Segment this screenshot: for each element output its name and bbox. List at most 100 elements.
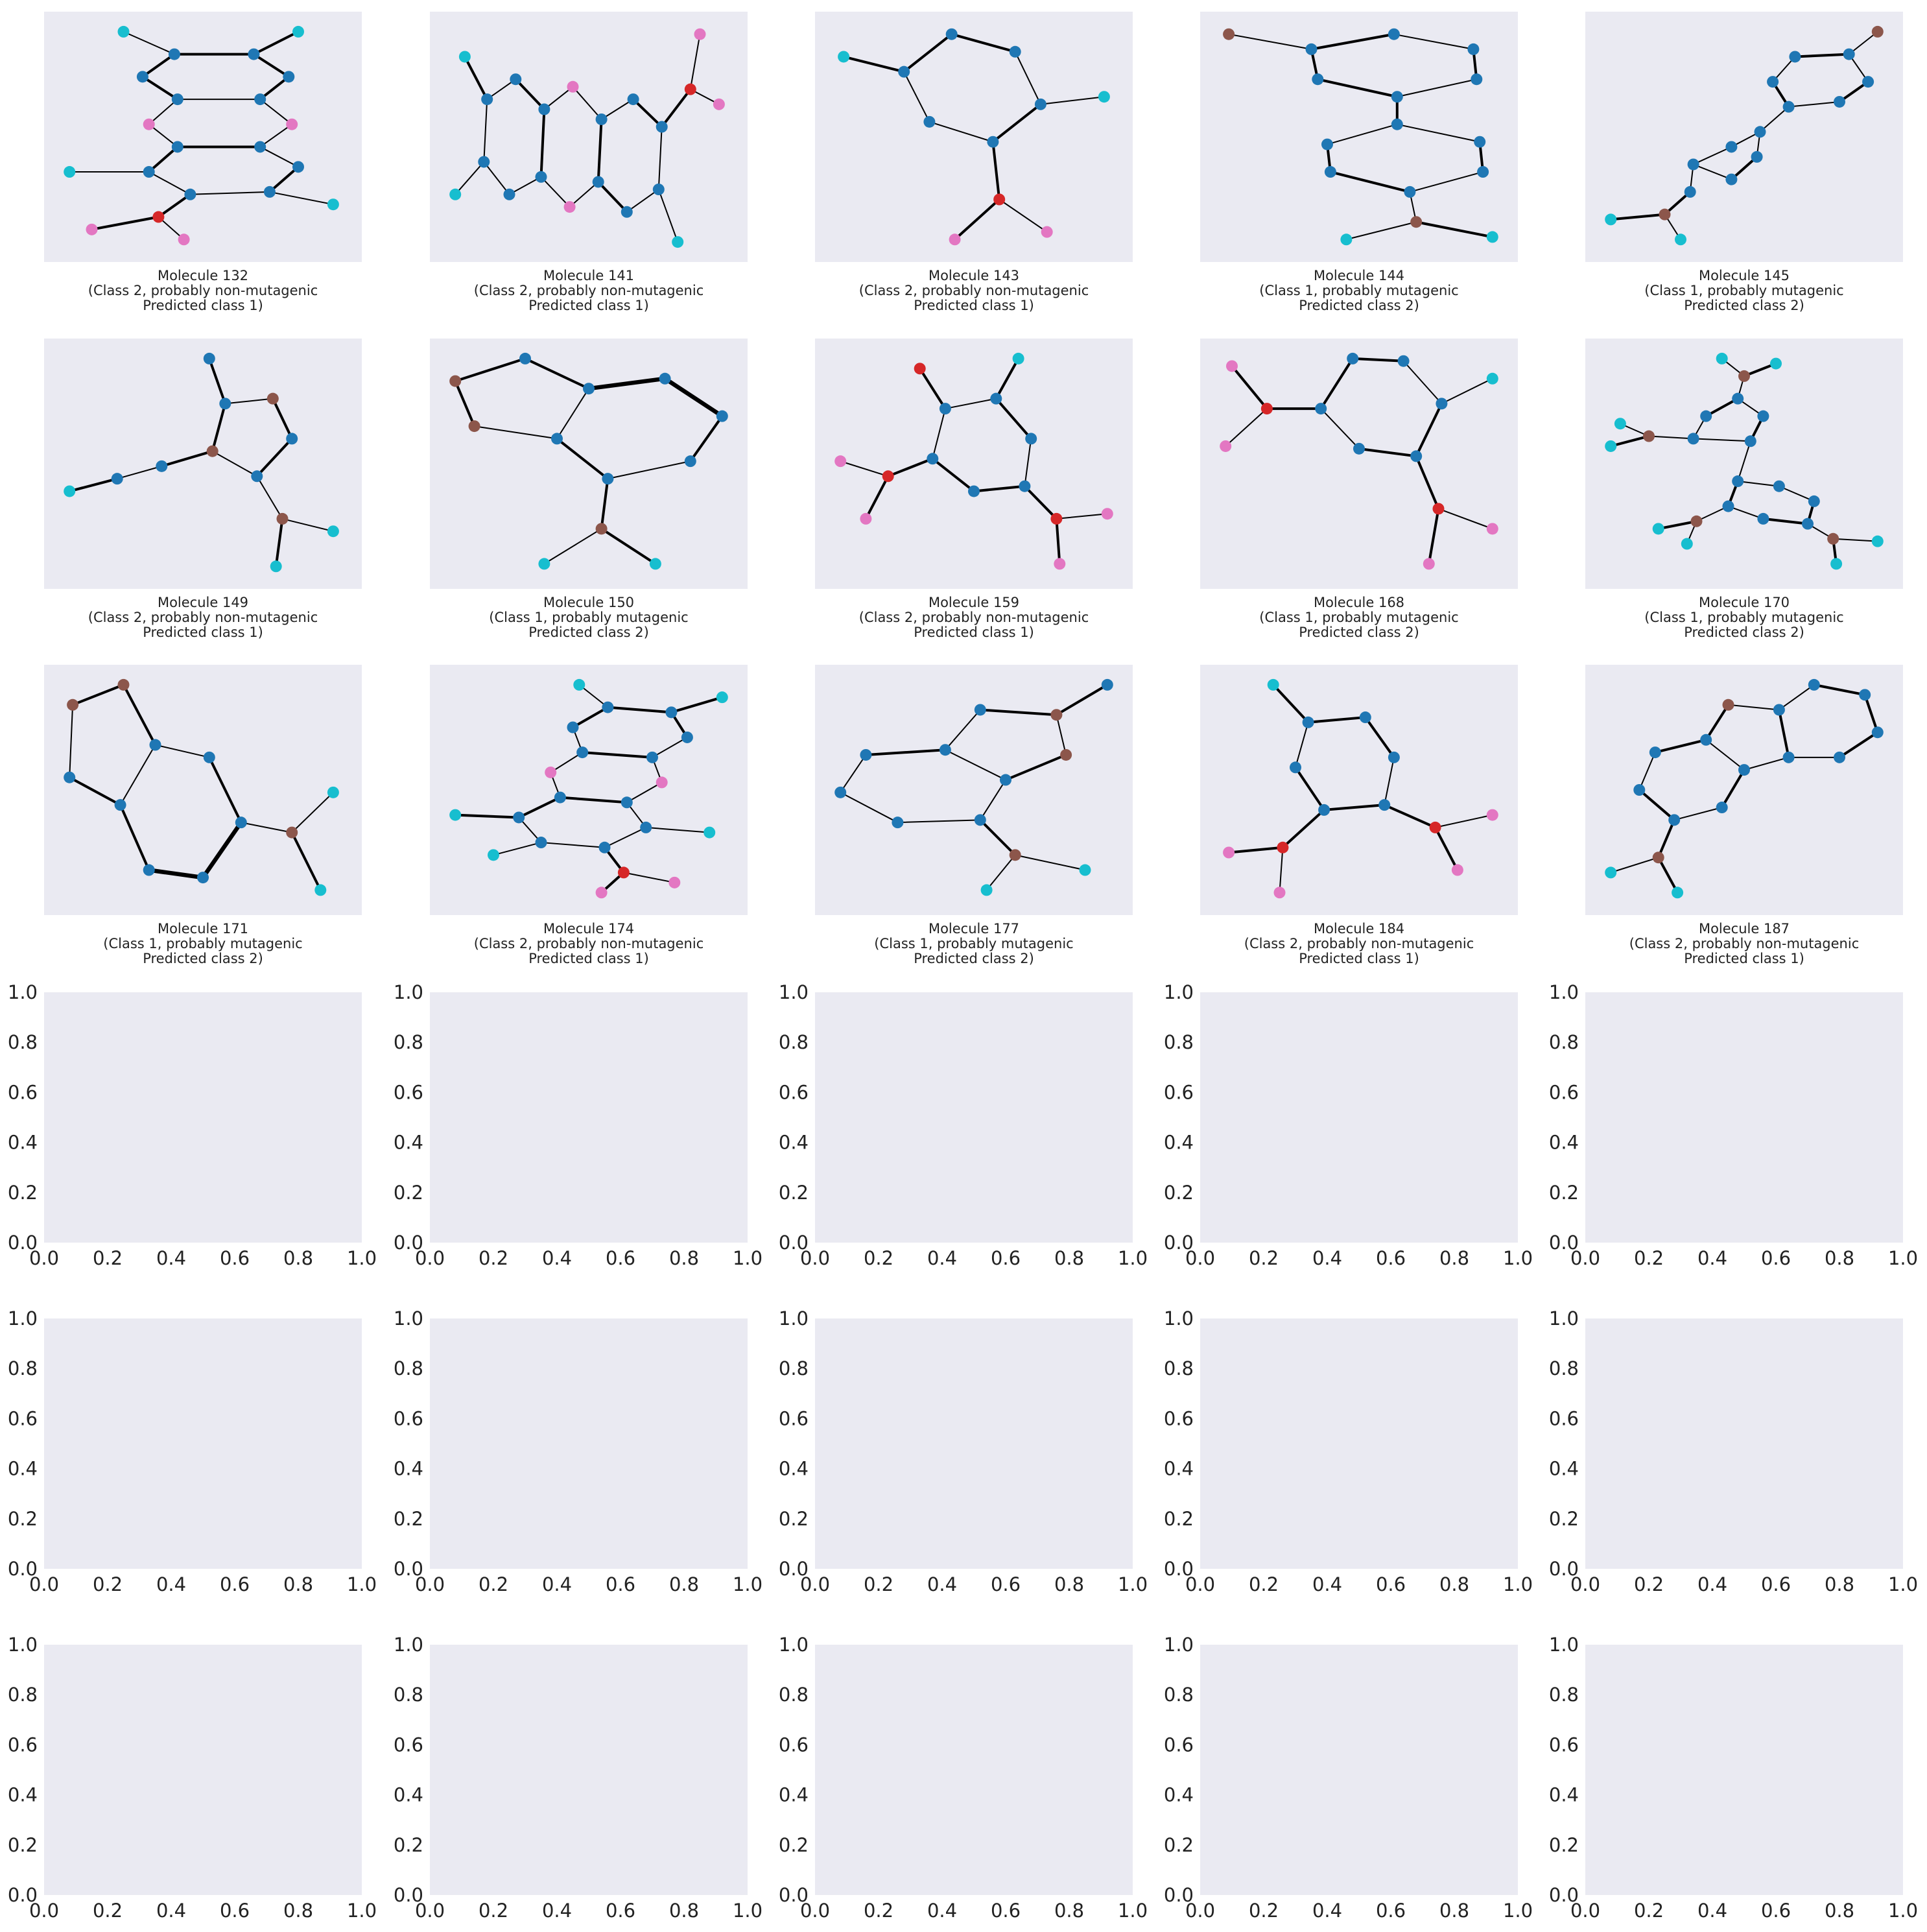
atom-node [1716,802,1728,814]
axis-background [44,1645,362,1895]
bond-edge [200,820,244,880]
x-tick-label: 1.0 [347,1247,377,1269]
atom-node [595,523,608,535]
atom-node [1782,751,1795,763]
y-tick-label: 0.0 [1549,1884,1579,1906]
bond-edge [141,53,176,78]
bond-edge [1409,171,1484,193]
atom-node [834,786,847,798]
atom-node [621,796,633,809]
atom-node [668,876,681,888]
y-tick-label: 1.0 [779,1634,809,1656]
atom-node [1700,410,1712,422]
atom-node [286,826,298,839]
bond-edge [597,180,628,213]
atom-node [1782,101,1795,113]
atom-node [1101,508,1113,520]
x-tick-label: 1.0 [1888,1900,1918,1922]
molecule-caption-line: (Class 2, probably non-mutagenic [859,610,1089,625]
axis-background [1585,1318,1903,1569]
atom-node [987,136,999,148]
y-tick-label: 1.0 [8,1634,38,1656]
bond-edge [71,683,125,706]
bond-edge [607,460,691,480]
y-tick-label: 0.8 [1549,1357,1579,1379]
empty-axis: 0.00.0 0.2 0.2 0.4 0.4 0.6 0.6 0.8 0.8 1.0 1.0 [1549,1307,1918,1595]
x-tick-label: 0.4 [927,1900,957,1922]
bond-edge [1777,708,1790,759]
x-tick-label: 0.0 [1570,1573,1600,1595]
atom-node [1353,442,1365,455]
bond-edge [991,102,1042,143]
molecule-caption-line: Molecule 132 [158,268,248,283]
y-tick-label: 0.4 [779,1132,809,1154]
bond-edge [1345,221,1417,241]
atom-node [1060,748,1072,761]
atom-node [1267,678,1279,691]
x-tick-label: 0.6 [1376,1900,1406,1922]
bond-edge [1055,683,1109,717]
atom-node [1318,804,1330,816]
bond-edge [660,88,692,128]
atom-node [1773,704,1785,716]
molecule-panel: Molecule 144(Class 1, probably mutagenic… [1200,12,1518,313]
bond-edge [558,796,628,804]
y-tick-label: 0.8 [1549,1031,1579,1053]
bond-edge [1441,377,1493,405]
molecule-caption-line: Predicted class 2) [1684,298,1804,313]
atom-node [1751,150,1763,163]
atom-node [1009,849,1021,861]
bond-edge [944,749,1006,781]
y-tick-label: 0.0 [1164,1884,1194,1906]
x-tick-label: 0.8 [1439,1900,1469,1922]
bond-edge [600,477,609,531]
y-tick-label: 0.0 [779,1558,809,1580]
x-tick-label: 0.0 [1185,1900,1215,1922]
atom-node [1862,76,1874,88]
bond-edge [1231,364,1268,411]
bond-edge [1351,357,1405,363]
atom-node [1668,814,1681,826]
y-tick-label: 0.0 [1164,1558,1194,1580]
atom-node [1744,435,1756,447]
atom-node [513,811,525,824]
x-tick-label: 0.4 [1697,1247,1727,1269]
bond-edge [1759,106,1790,133]
x-tick-label: 0.6 [1761,1573,1791,1595]
bond-edge [1653,738,1708,754]
bond-edge [141,75,179,101]
bond-edge [840,754,867,793]
y-tick-label: 0.8 [779,1357,809,1379]
bond-edge [1705,739,1745,771]
x-tick-label: 1.0 [1503,1573,1533,1595]
y-tick-label: 0.0 [1164,1232,1194,1254]
axis-background [1585,1645,1903,1895]
atom-node [968,485,980,497]
bond-edge [1778,684,1815,711]
atom-node [1009,45,1021,58]
bond-edge [1720,769,1745,809]
y-tick-label: 0.2 [779,1182,809,1204]
bond-edge [524,357,590,390]
bond-edge [1323,804,1386,811]
atom-node [1223,846,1235,859]
atom-node [171,141,183,153]
bond-edge [995,357,1020,400]
atom-node [1423,558,1435,570]
atom-node [716,691,728,704]
bond-edge [147,868,206,880]
atom-node [1486,372,1498,385]
y-tick-label: 0.0 [779,1884,809,1906]
molecule-caption-line: (Class 2, probably non-mutagenic [474,283,704,298]
bond-edge [1696,505,1729,522]
molecule-caption-line: Predicted class 2) [1299,298,1419,313]
molecule-panel: Molecule 177(Class 1, probably mutagenic… [815,665,1133,966]
atom-node [1732,475,1744,488]
x-tick-label: 1.0 [1888,1247,1918,1269]
bond-edge [1271,683,1310,724]
molecule-caption-line: (Class 1, probably mutagenic [1259,283,1458,298]
atom-node [551,433,563,445]
atom-node [1738,764,1750,776]
bond-edge [886,457,934,478]
x-tick-label: 0.4 [542,1573,572,1595]
